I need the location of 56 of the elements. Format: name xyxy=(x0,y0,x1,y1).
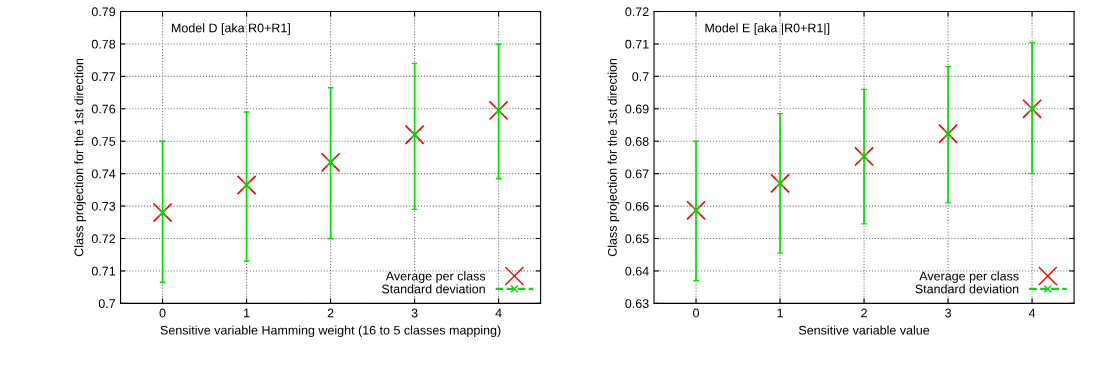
y-tick-label: 0.67 xyxy=(625,169,649,179)
legend-label: Standard deviation xyxy=(915,284,1019,294)
y-tick-label: 0.77 xyxy=(91,72,116,82)
y-tick-label: 0.72 xyxy=(625,7,649,17)
x-tick-label: 3 xyxy=(411,308,418,318)
x-tick-label: 1 xyxy=(244,308,250,318)
y-tick-label: 0.7 xyxy=(98,299,116,309)
point xyxy=(859,151,869,161)
y-tick-label: 0.72 xyxy=(91,234,116,244)
y-tick-label: 0.63 xyxy=(625,299,649,309)
y-axis-title: Class projection for the 1st direction xyxy=(607,58,620,257)
text: Model D [aka R0+R1] xyxy=(171,23,290,35)
x-tick-label: 0 xyxy=(693,308,700,318)
point xyxy=(1022,98,1042,119)
point xyxy=(242,180,252,190)
x-tick-label: 4 xyxy=(1028,308,1036,318)
point xyxy=(326,157,336,167)
point xyxy=(320,152,341,173)
x-tick-label: 4 xyxy=(495,308,502,318)
x-tick-label: 1 xyxy=(777,308,783,318)
y-tick-label: 0.68 xyxy=(625,137,649,146)
text: Model E [aka |R0+R1|] xyxy=(705,23,830,35)
point xyxy=(691,205,701,215)
y-tick-label: 0.73 xyxy=(91,201,116,211)
legend-label: Average per class xyxy=(919,271,1019,283)
point xyxy=(1027,104,1037,114)
y-axis-title: Class projection for the 1st direction xyxy=(74,58,86,257)
legend-label: Standard deviation xyxy=(381,284,485,294)
y-tick-label: 0.7 xyxy=(632,72,649,82)
x-axis-title: Sensitive variable value xyxy=(798,325,930,335)
point xyxy=(410,130,420,140)
point xyxy=(152,202,173,223)
y-tick-label: 0.74 xyxy=(91,169,116,179)
x-tick-label: 2 xyxy=(327,308,334,318)
x-tick-label: 3 xyxy=(945,308,951,318)
legend-label: Average per class xyxy=(385,271,486,283)
y-tick-label: 0.65 xyxy=(625,234,649,244)
x-axis-title: Sensitive variable Hamming weight (16 to 5 classes mapping) xyxy=(160,325,501,338)
x-tick-label: 0 xyxy=(159,308,166,318)
y-tick-label: 0.79 xyxy=(91,7,116,17)
y-tick-label: 0.64 xyxy=(625,266,649,276)
y-tick-label: 0.78 xyxy=(91,39,116,49)
point xyxy=(775,178,785,188)
y-tick-label: 0.76 xyxy=(91,104,116,114)
point xyxy=(158,208,168,218)
point xyxy=(494,105,504,115)
point xyxy=(488,100,509,121)
point xyxy=(404,124,425,145)
point xyxy=(943,129,953,139)
x-tick-label: 2 xyxy=(861,308,867,318)
y-tick-label: 0.71 xyxy=(91,266,116,276)
y-tick-label: 0.71 xyxy=(625,39,649,49)
y-tick-label: 0.75 xyxy=(91,137,116,146)
y-tick-label: 0.69 xyxy=(625,104,649,114)
y-tick-label: 0.66 xyxy=(625,201,649,211)
point xyxy=(938,123,958,144)
